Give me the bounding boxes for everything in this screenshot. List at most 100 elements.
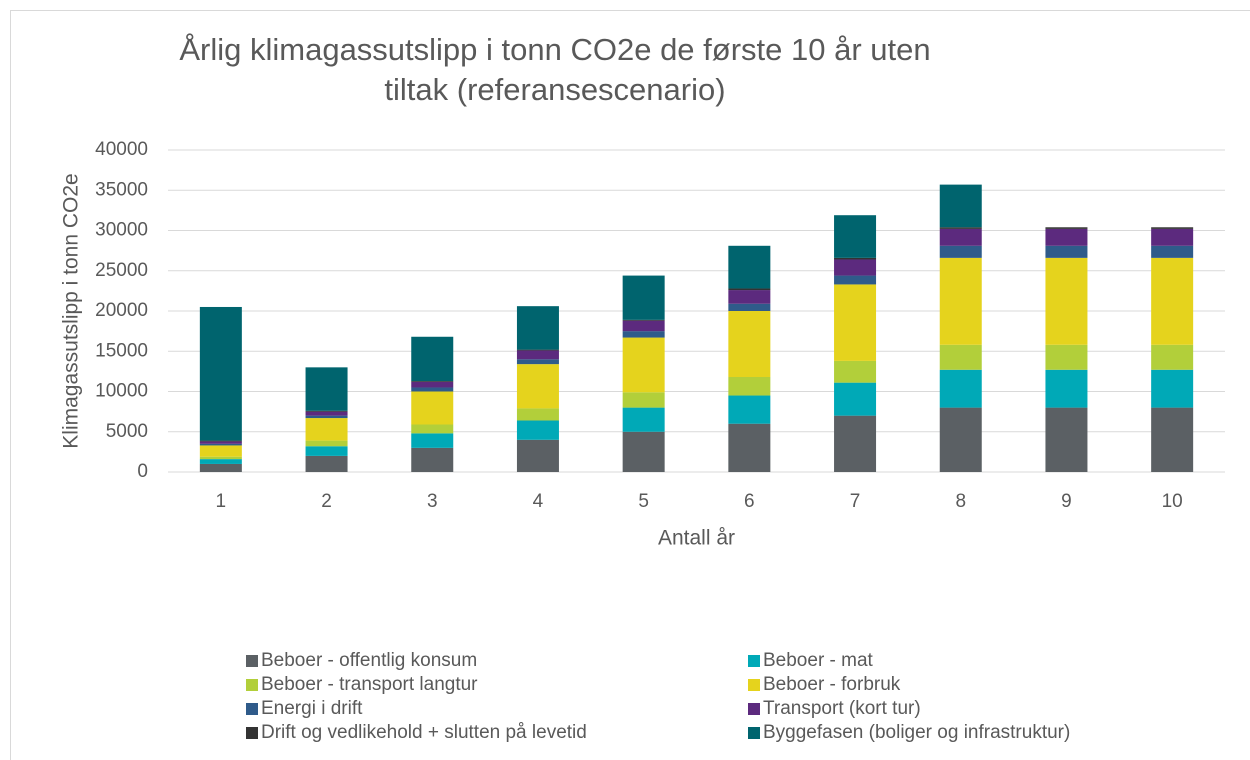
x-axis-title: Antall år	[658, 527, 735, 550]
bar-segment	[939, 257, 982, 345]
y-axis-title: Klimagassutslipp i tonn CO2e	[60, 173, 83, 448]
legend-label: Beboer - offentlig konsum	[261, 650, 477, 671]
bar-segment	[516, 359, 559, 365]
bar-segment	[622, 392, 665, 408]
bar-segment	[622, 331, 665, 338]
bar-segment	[728, 311, 771, 378]
legend-label: Beboer - transport langtur	[261, 674, 478, 695]
bar-segment	[1151, 227, 1194, 229]
bar-segment	[305, 455, 348, 472]
bar-segment	[516, 306, 559, 350]
bar-segment	[516, 420, 559, 440]
legend-swatch	[748, 703, 760, 715]
bar-segment	[1151, 344, 1194, 370]
bar-segment	[411, 391, 454, 425]
legend-label: Drift og vedlikehold + slutten på leveti…	[261, 722, 587, 743]
bar-segment	[1045, 407, 1088, 472]
x-tick-label: 4	[533, 491, 544, 512]
y-tick-label: 30000	[95, 220, 148, 241]
bar-segment	[622, 431, 665, 472]
y-tick-label: 40000	[95, 139, 148, 160]
bar-segment	[939, 369, 982, 408]
bar-segment	[728, 377, 771, 396]
legend-swatch	[246, 703, 258, 715]
bar-segment	[1045, 369, 1088, 408]
bar-segment	[411, 447, 454, 472]
bar-segment	[516, 439, 559, 472]
bar-segment	[622, 319, 665, 321]
bar-segment	[411, 424, 454, 434]
bar-segment	[305, 411, 348, 416]
bar-segment	[622, 407, 665, 432]
bar-segment	[834, 284, 877, 361]
legend-swatch	[748, 727, 760, 739]
bar-segment	[728, 290, 771, 304]
bar-segment	[1151, 228, 1194, 246]
bar-segment	[199, 456, 242, 460]
bar-segment	[939, 344, 982, 370]
bar-segment	[834, 382, 877, 416]
x-tick-label: 10	[1162, 491, 1183, 512]
bar-segment	[1045, 257, 1088, 345]
x-tick-label: 1	[216, 491, 227, 512]
bar-segment	[411, 433, 454, 448]
legend-label: Byggefasen (boliger og infrastruktur)	[763, 722, 1070, 743]
x-tick-label: 2	[321, 491, 332, 512]
bar-segment	[1151, 245, 1194, 258]
legend-swatch	[748, 679, 760, 691]
bar-segment	[728, 303, 771, 311]
bar-segment	[305, 367, 348, 411]
x-tick-label: 6	[744, 491, 755, 512]
bar-segment	[622, 275, 665, 320]
bar-segment	[834, 275, 877, 285]
bar-segment	[1045, 245, 1088, 258]
y-tick-label: 25000	[95, 260, 148, 281]
legend-label: Beboer - forbruk	[763, 674, 901, 695]
bar-segment	[305, 418, 348, 441]
bar-segment	[411, 381, 454, 388]
bar-segment	[728, 288, 771, 291]
y-tick-label: 5000	[106, 421, 148, 442]
bar-segment	[728, 423, 771, 472]
bar-segment	[516, 350, 559, 360]
y-tick-label: 15000	[95, 340, 148, 361]
y-tick-label: 0	[137, 461, 148, 482]
chart-border	[10, 10, 1250, 760]
bar-segment	[1151, 257, 1194, 345]
bar-segment	[622, 337, 665, 393]
bar-segment	[1045, 227, 1088, 229]
bar-segment	[199, 445, 242, 457]
y-tick-label: 20000	[95, 300, 148, 321]
bar-segment	[834, 257, 877, 260]
bar-segment	[199, 463, 242, 472]
bar-segment	[411, 381, 454, 382]
bar-segment	[1151, 407, 1194, 472]
x-tick-label: 3	[427, 491, 438, 512]
legend-swatch	[246, 655, 258, 667]
x-tick-label: 9	[1061, 491, 1072, 512]
bar-segment	[939, 227, 982, 229]
bar-segment	[411, 336, 454, 382]
bar-segment	[305, 410, 348, 412]
bar-segment	[834, 259, 877, 276]
bar-segment	[199, 459, 242, 464]
bar-segment	[516, 408, 559, 421]
bar-segment	[939, 228, 982, 246]
y-tick-label: 35000	[95, 179, 148, 200]
legend-label: Transport (kort tur)	[763, 698, 921, 719]
bar-segment	[411, 387, 454, 392]
bar-segment	[1045, 344, 1088, 370]
x-tick-label: 8	[955, 491, 966, 512]
legend-label: Beboer - mat	[763, 650, 874, 671]
legend-label: Energi i drift	[261, 698, 363, 719]
bar-segment	[305, 440, 348, 447]
chart-title: Årlig klimagassutslipp i tonn CO2e de fø…	[179, 32, 931, 107]
legend-swatch	[748, 655, 760, 667]
x-tick-label: 5	[638, 491, 649, 512]
bar-segment	[939, 407, 982, 472]
bar-segment	[516, 364, 559, 409]
bar-segment	[834, 360, 877, 383]
y-tick-label: 10000	[95, 381, 148, 402]
